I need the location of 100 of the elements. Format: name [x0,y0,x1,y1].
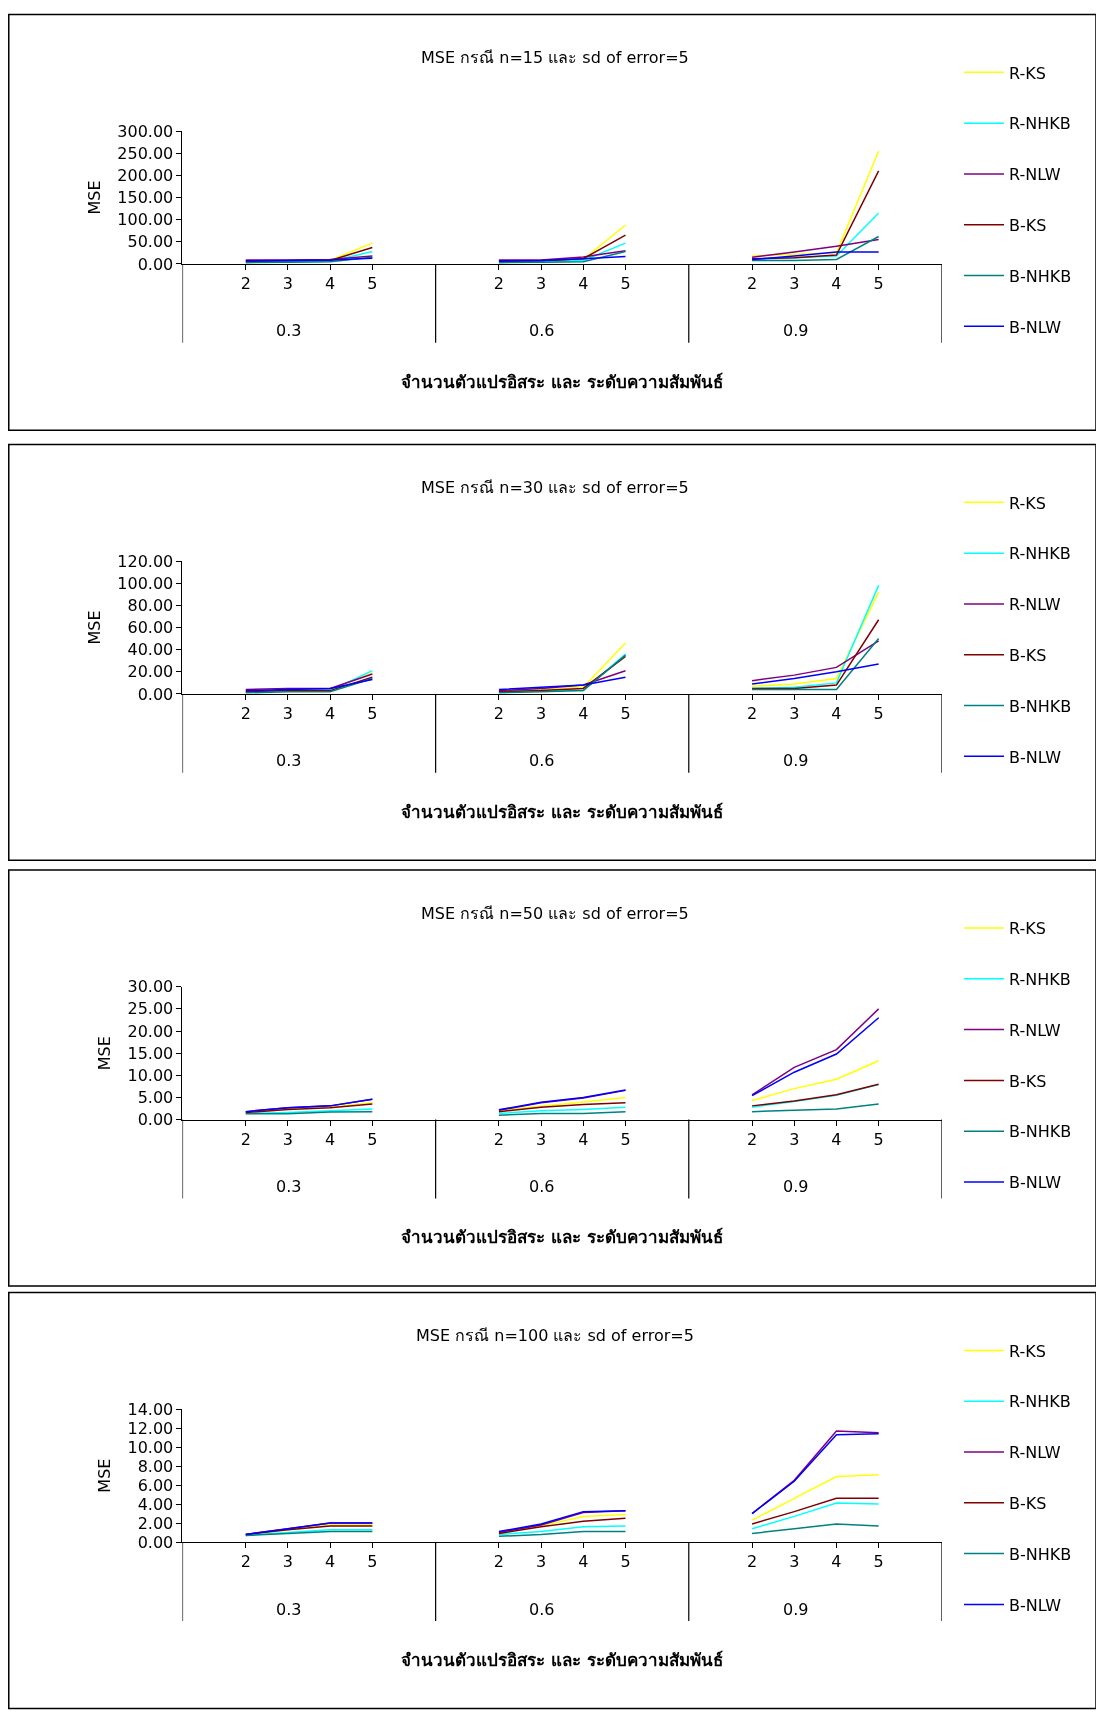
x-tick-label: 3 [536,274,547,294]
y-tick-label: 5.00 [137,1088,174,1108]
x-tick-label: 2 [240,1552,251,1572]
x-tick-label: 3 [789,274,800,294]
x-tick-label: 2 [240,704,251,724]
x-tick-label: 4 [578,1552,589,1572]
x-tick-label: 2 [746,1552,758,1572]
x-tick-label: 2 [746,1129,758,1149]
x-tick-label: 4 [325,1129,336,1149]
x-tick-label: 5 [620,1129,631,1149]
legend-label: R-NHKB [1009,970,1071,990]
y-tick-label: 50.00 [127,232,174,252]
text: 0.9 [783,1600,809,1619]
legend-label: B-NHKB [1009,1122,1072,1142]
legend-label: B-KS [1009,1071,1047,1091]
y-axis-title: MSE [85,610,105,645]
x-tick-label: 2 [746,704,758,724]
x-tick-label: 2 [493,274,505,294]
chart-title: MSE กรณี n=30 และ sd of error=5 [421,478,689,497]
y-tick-label: 20.00 [127,1021,174,1041]
text: 0.9 [783,321,809,340]
legend-label: R-NLW [1009,1020,1061,1040]
y-tick-label: 4.00 [137,1494,174,1514]
x-tick-label: 4 [831,274,842,294]
x-tick-label: 5 [620,704,631,724]
text: 0.3 [276,321,302,340]
x-tick-label: 5 [620,274,631,294]
y-tick-label: 250.00 [117,143,174,163]
legend-label: B-KS [1009,645,1047,665]
legend-label: R-NHKB [1009,544,1071,564]
y-tick-label: 8.00 [137,1456,174,1476]
x-tick-label: 4 [578,1129,589,1149]
y-tick-label: 10.00 [127,1065,174,1085]
legend-label: B-NHKB [1009,696,1072,716]
x-tick-label: 2 [493,704,505,724]
x-axis-title: จำนวนตัวแปรอิสระ และ ระดับความสัมพันธ์ [401,1650,723,1670]
text: 0.6 [529,751,555,770]
legend-label: B-KS [1009,216,1047,235]
x-axis-title: จำนวนตัวแปรอิสระ และ ระดับความสัมพันธ์ [401,1227,723,1247]
x-tick-label: 3 [536,1129,547,1149]
y-tick-label: 60.00 [127,618,174,638]
x-tick-label: 4 [578,704,589,724]
x-tick-label: 5 [367,704,378,724]
x-tick-label: 3 [536,704,547,724]
text: 0.3 [276,1177,302,1196]
legend-label: R-NHKB [1009,1392,1071,1412]
x-tick-label: 5 [873,1552,884,1572]
legend-label: B-NLW [1009,1173,1062,1193]
x-tick-label: 4 [578,274,589,294]
x-tick-label: 3 [282,704,294,724]
legend-label: B-NLW [1009,747,1062,767]
x-tick-label: 4 [325,1552,336,1572]
x-tick-label: 3 [789,1129,800,1149]
x-tick-label: 2 [493,1552,505,1572]
x-tick-label: 2 [240,274,251,294]
x-axis-title: จำนวนตัวแปรอิสระ และ ระดับความสัมพันธ์ [401,802,723,822]
text: 0.6 [529,1600,555,1619]
legend-label: R-KS [1009,919,1046,939]
x-tick-label: 3 [282,1552,294,1572]
y-tick-label: 12.00 [127,1418,174,1438]
legend-label: R-KS [1009,1341,1046,1361]
text: 0.3 [276,751,302,770]
x-axis-title: จำนวนตัวแปรอิสระ และ ระดับความสัมพันธ์ [401,372,723,392]
x-tick-label: 2 [493,1129,505,1149]
y-tick-label: 200.00 [117,165,174,185]
y-tick-label: 100.00 [117,573,174,593]
chart-title: MSE กรณี n=50 และ sd of error=5 [421,904,689,923]
x-tick-label: 5 [873,1129,884,1149]
y-tick-label: 100.00 [117,210,174,230]
legend-label: B-NLW [1009,1595,1062,1615]
legend-label: B-KS [1009,1494,1047,1514]
x-tick-label: 5 [620,1552,631,1572]
x-tick-label: 4 [831,1129,842,1149]
y-tick-label: 120.00 [117,551,174,571]
text: 0.6 [529,1177,555,1196]
x-tick-label: 4 [325,704,336,724]
chart-title: MSE กรณี n=15 และ sd of error=5 [421,48,689,67]
legend-label: B-NHKB [1009,266,1072,286]
x-tick-label: 5 [873,274,884,294]
y-tick-label: 40.00 [127,640,174,660]
x-tick-label: 5 [367,1129,378,1149]
legend-label: R-NHKB [1009,114,1071,134]
x-tick-label: 5 [367,274,378,294]
x-tick-label: 3 [789,1552,800,1572]
y-axis-title: MSE [85,180,105,215]
y-tick-label: 30.00 [127,977,174,997]
x-tick-label: 5 [367,1552,378,1572]
x-tick-label: 3 [282,274,294,294]
legend-label: R-KS [1009,493,1046,513]
y-tick-label: 20.00 [127,662,174,682]
x-tick-label: 3 [282,1129,294,1149]
y-tick-label: 0.00 [137,1110,174,1130]
x-tick-label: 2 [240,1129,251,1149]
x-tick-label: 4 [831,704,842,724]
y-tick-label: 15.00 [127,1043,174,1063]
legend-label: B-NLW [1009,317,1062,337]
x-tick-label: 3 [789,704,800,724]
y-tick-label: 10.00 [127,1437,174,1457]
text: 0.6 [529,321,555,340]
y-tick-label: 300.00 [117,121,174,141]
